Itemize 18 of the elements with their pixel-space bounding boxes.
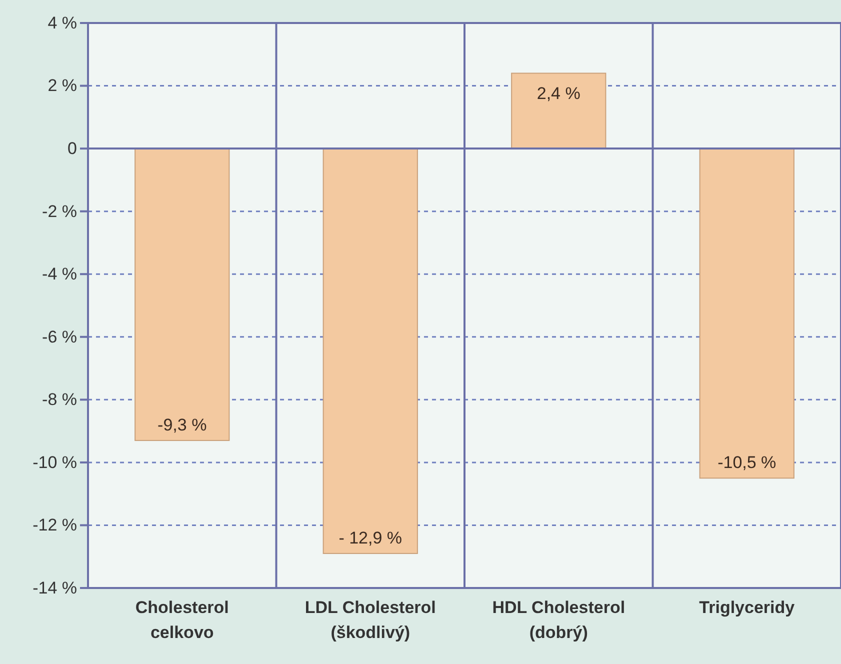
y-tick-label: -8 % [42,390,77,410]
y-tick-label: -12 % [32,516,77,535]
data-label: -9,3 % [158,415,207,434]
y-tick-label: -14 % [32,578,77,598]
y-tick-label: -4 % [42,264,77,284]
y-tick-label: 4 % [48,13,77,32]
y-tick-label: -6 % [42,327,77,346]
x-tick-label: Triglyceridy [699,598,796,618]
data-label: - 12,9 % [338,528,402,548]
y-tick-label: -2 % [42,202,77,221]
y-tick-label: -10 % [32,452,77,472]
data-label: 2,4 % [536,84,580,104]
x-tick-label: HDL Cholesterol (dobrý) [492,598,626,642]
y-tick-label: 2 % [48,76,77,96]
x-tick-label: Cholesterol celkovo [135,598,229,642]
x-tick-label: LDL Cholesterol (škodlivý) [304,598,436,642]
data-label: -10,5 % [718,453,776,472]
y-tick-label: 0 [68,138,77,158]
